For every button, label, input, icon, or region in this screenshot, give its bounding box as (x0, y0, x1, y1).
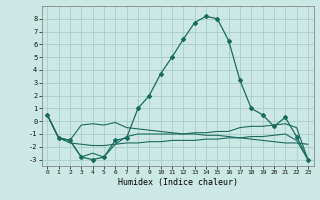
X-axis label: Humidex (Indice chaleur): Humidex (Indice chaleur) (118, 178, 237, 187)
